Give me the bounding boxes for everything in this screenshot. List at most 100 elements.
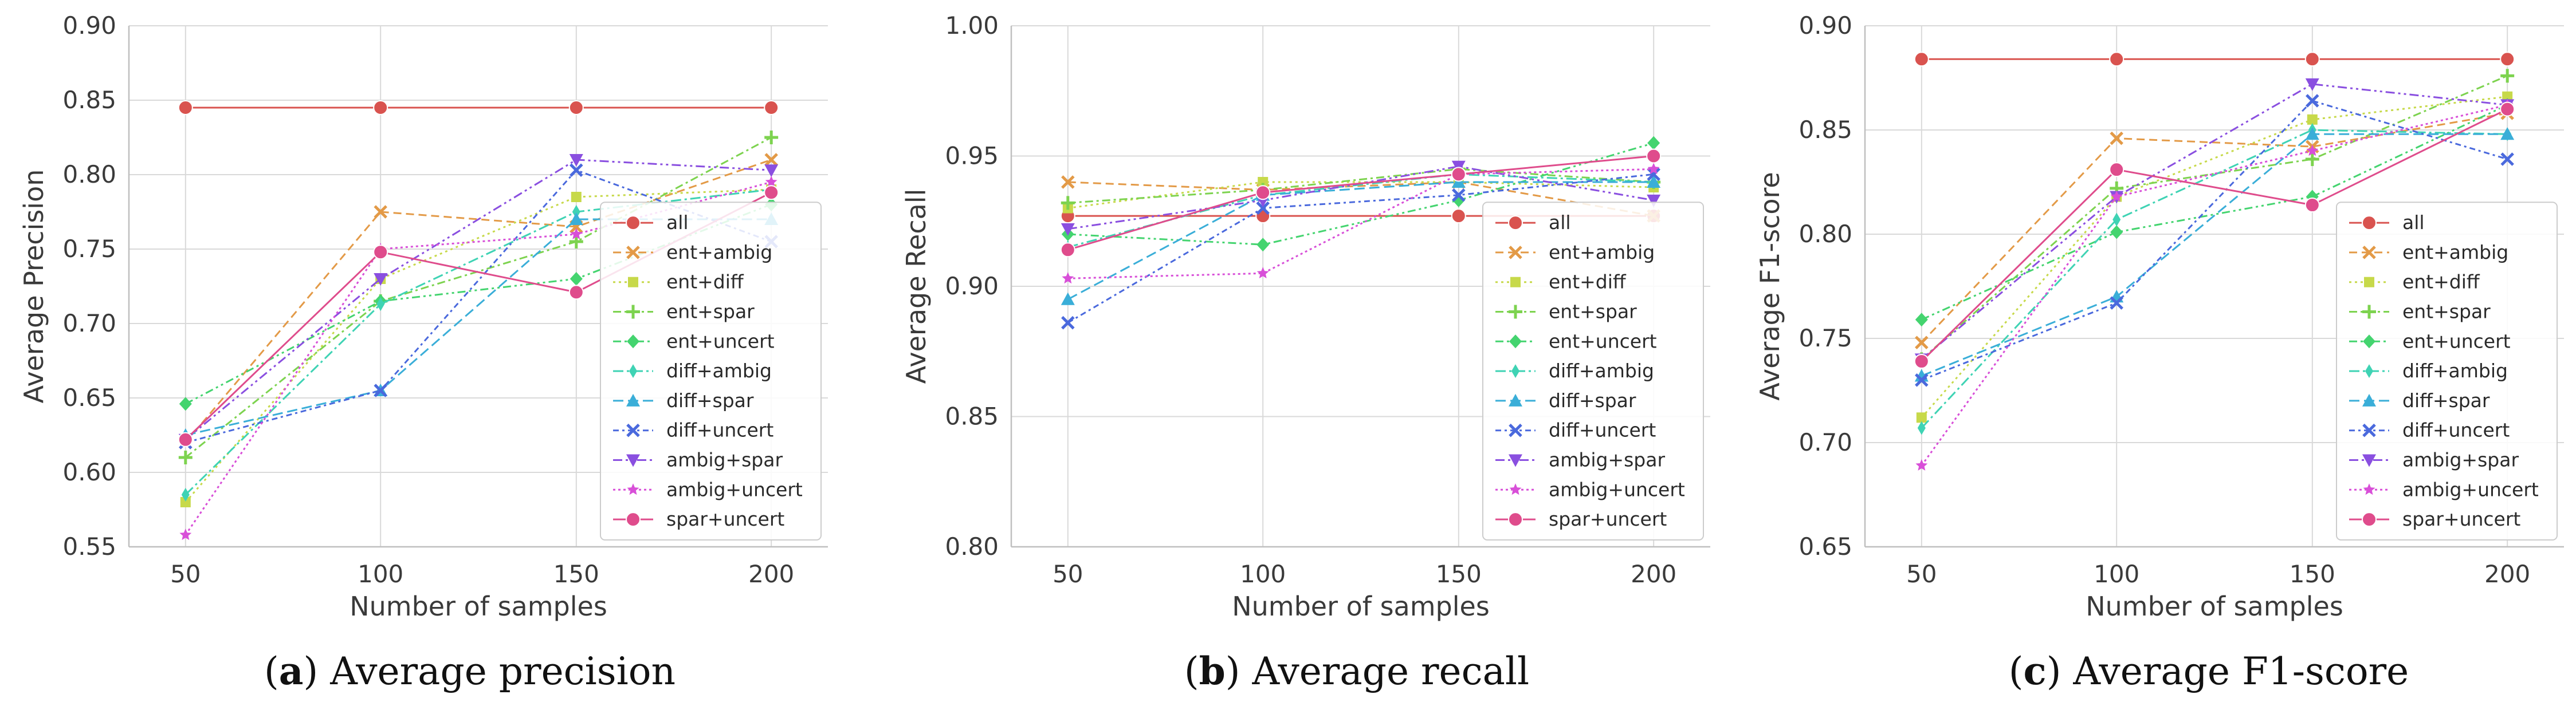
series-line [1921, 83, 2508, 360]
data-point [764, 131, 779, 144]
y-tick-label: 0.65 [62, 384, 116, 412]
x-tick-label: 150 [2290, 560, 2335, 588]
series-line [1921, 129, 2508, 429]
data-point [1256, 267, 1269, 279]
legend-marker [626, 393, 640, 407]
legend-box [2336, 202, 2558, 541]
legend-entry: diff+spar [2402, 389, 2490, 412]
y-tick-label: 0.70 [62, 309, 116, 337]
data-point [178, 432, 193, 447]
data-point [2110, 131, 2123, 145]
legend-marker [626, 454, 640, 467]
legend-marker [2362, 454, 2376, 467]
data-point [2306, 94, 2319, 108]
data-point [2112, 212, 2121, 227]
data-point [2500, 101, 2515, 117]
data-point [764, 185, 779, 200]
data-point [179, 528, 192, 541]
x-axis-label: Number of samples [1232, 591, 1490, 622]
legend-entry: all [666, 211, 689, 234]
series-spar+uncert [1914, 101, 2515, 369]
legend-entry: ambig+uncert [2402, 478, 2539, 500]
data-point [1647, 136, 1660, 150]
legend-marker [1509, 305, 1522, 319]
legend-marker [626, 305, 640, 319]
x-tick-label: 200 [1631, 560, 1676, 588]
legend-entry: ambig+spar [2402, 449, 2519, 471]
chart-panel-c: 0.65 0.70 0.75 0.80 0.85 0.90 50 100 150 200 Numbe… [1754, 11, 2564, 693]
data-point [373, 244, 388, 260]
legend-marker [1509, 483, 1522, 495]
x-tick-label: 200 [2484, 560, 2530, 588]
series-line [184, 181, 772, 536]
data-point [764, 164, 779, 177]
x-tick-label: 200 [748, 560, 794, 588]
data-point [2306, 144, 2319, 156]
data-point [2305, 127, 2319, 140]
legend-marker [2363, 334, 2375, 349]
data-point [1451, 208, 1466, 224]
data-point [1255, 185, 1271, 200]
legend-entry: ent+uncert [2402, 330, 2511, 352]
data-point [2500, 152, 2514, 166]
data-point [568, 100, 584, 115]
legend-entry: ent+diff [666, 271, 744, 293]
legend-marker [1508, 215, 1523, 231]
y-axis-label: Average F1-score [1754, 172, 1785, 400]
data-point [2109, 52, 2125, 67]
legend-entry: ent+uncert [1549, 330, 1657, 352]
data-point [2304, 198, 2320, 213]
legend-marker [1509, 334, 1522, 349]
data-point [374, 205, 387, 219]
series-ambig+spar [178, 154, 779, 447]
legend-entry: ent+ambig [2402, 241, 2508, 263]
data-point [2500, 127, 2515, 140]
data-point [179, 397, 192, 411]
legend: all ent+ambig ent+diff ent+spar ent+uncert di… [1482, 202, 1704, 541]
data-point [2110, 225, 2123, 239]
legend-box [600, 202, 822, 541]
data-point [1915, 336, 1929, 350]
series-line [1921, 133, 2508, 377]
series-line [184, 159, 772, 440]
series-line [1067, 168, 1654, 279]
legend-marker [2362, 246, 2376, 259]
legend-marker [1509, 246, 1522, 259]
legend-marker [1509, 423, 1522, 437]
panel-caption: (c) Average F1-score [2009, 649, 2409, 693]
legend-entry: diff+uncert [666, 419, 773, 441]
x-axis-label: Number of samples [350, 591, 607, 622]
legend-entry: diff+spar [1549, 389, 1636, 412]
data-point [374, 384, 387, 397]
y-tick-label: 0.85 [62, 86, 116, 114]
y-tick-label: 0.60 [62, 458, 116, 486]
data-point [570, 272, 583, 286]
data-point [1060, 242, 1075, 258]
legend-marker [1509, 393, 1522, 407]
data-point [1914, 52, 1929, 67]
y-tick-label: 0.75 [62, 235, 116, 263]
x-tick-label: 50 [1053, 560, 1083, 588]
y-tick-label: 0.55 [62, 532, 116, 561]
data-point [764, 153, 778, 167]
legend-entry: diff+spar [666, 389, 754, 412]
data-point [1647, 175, 1661, 188]
legend-marker [2362, 423, 2376, 437]
data-point [2500, 69, 2515, 83]
legend-marker [2365, 364, 2373, 378]
data-point [1451, 167, 1466, 182]
data-point [1061, 196, 1075, 210]
legend: all ent+ambig ent+diff ent+spar ent+uncert di… [2336, 202, 2558, 541]
data-point [568, 285, 584, 300]
data-point [1061, 292, 1075, 305]
panel-caption: (a) Average precision [264, 649, 676, 693]
data-point [2500, 52, 2515, 67]
data-point [180, 497, 191, 507]
legend-entry: ent+ambig [666, 241, 772, 263]
data-point [178, 451, 193, 464]
legend-marker [2363, 483, 2375, 495]
chart-panel-a: 0.55 0.60 0.65 0.70 0.75 0.80 0.85 0.90 50 100 150… [18, 11, 828, 693]
data-point [570, 228, 583, 239]
data-point [376, 297, 385, 311]
legend-marker [1508, 512, 1523, 527]
